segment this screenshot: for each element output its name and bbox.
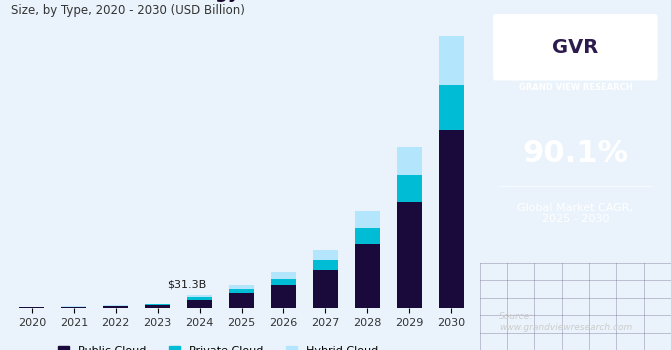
Bar — [397, 202, 422, 308]
Bar — [355, 228, 380, 244]
Bar — [187, 295, 212, 297]
Bar — [313, 270, 338, 308]
Bar — [439, 36, 464, 85]
Bar — [397, 175, 422, 202]
Bar — [439, 130, 464, 308]
Bar — [145, 303, 170, 304]
Legend: Public Cloud, Private Cloud, Hybrid Cloud: Public Cloud, Private Cloud, Hybrid Clou… — [58, 346, 378, 350]
Bar — [145, 304, 170, 305]
Bar — [103, 306, 128, 308]
Text: Blockchain Technology Market: Blockchain Technology Market — [11, 0, 317, 2]
Bar — [145, 305, 170, 308]
Text: 90.1%: 90.1% — [522, 140, 629, 168]
Bar — [355, 244, 380, 308]
Bar — [19, 307, 44, 308]
Bar — [271, 279, 296, 285]
Bar — [271, 272, 296, 279]
Bar — [229, 289, 254, 293]
Text: Global Market CAGR,
2025 - 2030: Global Market CAGR, 2025 - 2030 — [517, 203, 633, 224]
Bar — [439, 85, 464, 130]
Bar — [187, 297, 212, 300]
Bar — [229, 293, 254, 308]
FancyBboxPatch shape — [493, 14, 658, 80]
Text: Source:
www.grandviewresearch.com: Source: www.grandviewresearch.com — [499, 312, 632, 332]
Bar — [397, 147, 422, 175]
Text: GVR: GVR — [552, 38, 599, 57]
Bar — [187, 300, 212, 308]
Text: Size, by Type, 2020 - 2030 (USD Billion): Size, by Type, 2020 - 2030 (USD Billion) — [11, 4, 245, 17]
Bar — [229, 285, 254, 289]
Bar — [355, 211, 380, 228]
Bar — [313, 260, 338, 270]
Bar — [61, 307, 87, 308]
Bar — [313, 250, 338, 260]
Text: $31.3B: $31.3B — [168, 279, 207, 289]
Bar — [271, 285, 296, 308]
Text: GRAND VIEW RESEARCH: GRAND VIEW RESEARCH — [519, 83, 632, 92]
